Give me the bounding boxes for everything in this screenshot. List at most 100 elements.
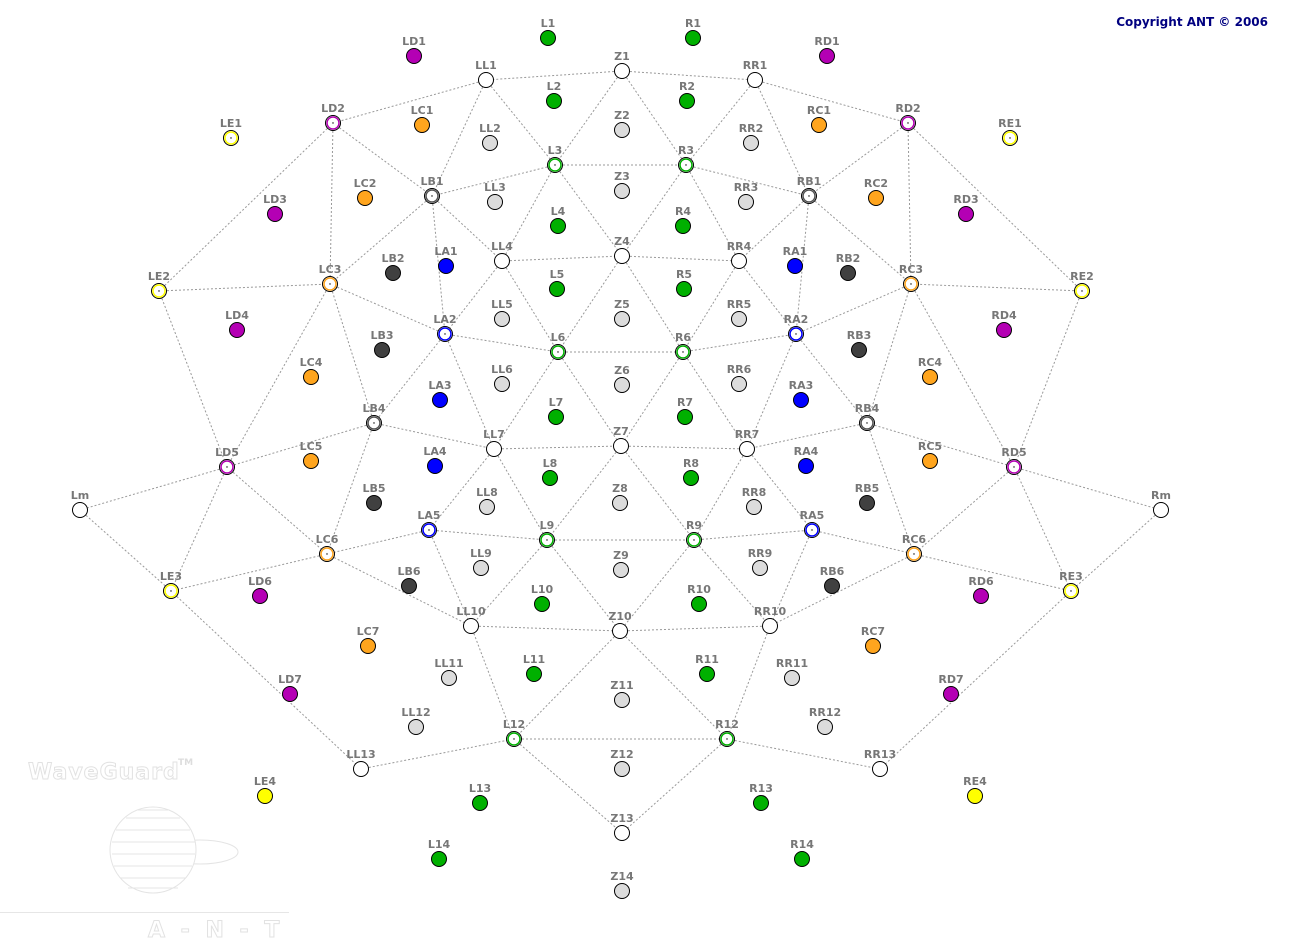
electrode-marker[interactable] [840,265,856,281]
electrode-RR5[interactable]: RR5 [727,298,752,327]
electrode-RD1[interactable]: RD1 [814,35,840,64]
electrode-marker[interactable] [487,194,503,210]
electrode-marker[interactable] [784,670,800,686]
electrode-LC4[interactable]: LC4 [300,356,323,385]
electrode-marker[interactable] [685,30,701,46]
electrode-marker[interactable] [691,596,707,612]
electrode-marker[interactable] [996,322,1012,338]
electrode-R14[interactable]: R14 [790,838,814,867]
electrode-marker[interactable] [851,342,867,358]
electrode-RR1[interactable]: RR1 [743,59,768,88]
electrode-Z11[interactable]: Z11 [610,679,634,708]
electrode-marker[interactable] [432,392,448,408]
electrode-LL3[interactable]: LL3 [484,181,506,210]
electrode-marker[interactable] [676,281,692,297]
electrode-marker[interactable] [414,117,430,133]
electrode-marker[interactable] [859,495,875,511]
electrode-marker[interactable] [811,117,827,133]
electrode-LA4[interactable]: LA4 [423,445,447,474]
electrode-marker[interactable] [542,470,558,486]
electrode-marker[interactable] [614,883,630,899]
electrode-R1[interactable]: R1 [685,17,701,46]
electrode-marker[interactable] [614,311,630,327]
electrode-marker[interactable] [550,218,566,234]
electrode-RC1[interactable]: RC1 [807,104,831,133]
electrode-RE3[interactable]: RE3 [1059,570,1083,599]
electrode-marker[interactable] [798,458,814,474]
electrode-marker[interactable] [374,342,390,358]
electrode-marker[interactable] [366,495,382,511]
electrode-Z7[interactable]: Z7 [613,425,629,454]
electrode-marker[interactable] [731,311,747,327]
electrode-marker[interactable] [613,562,629,578]
electrode-marker[interactable] [479,499,495,515]
electrode-RD3[interactable]: RD3 [953,193,979,222]
electrode-marker[interactable] [739,441,755,457]
electrode-Z4[interactable]: Z4 [614,235,630,264]
electrode-RR3[interactable]: RR3 [734,181,759,210]
electrode-RR6[interactable]: RR6 [727,363,752,392]
electrode-marker[interactable] [872,761,888,777]
electrode-marker[interactable] [534,596,550,612]
electrode-marker[interactable] [614,63,630,79]
electrode-LL2[interactable]: LL2 [479,122,501,151]
electrode-marker[interactable] [699,666,715,682]
electrode-Z9[interactable]: Z9 [613,549,629,578]
electrode-Z13[interactable]: Z13 [610,812,634,841]
electrode-LB3[interactable]: LB3 [370,329,394,358]
electrode-L8[interactable]: L8 [542,457,558,486]
electrode-RB1[interactable]: RB1 [797,175,822,204]
electrode-marker[interactable] [257,788,273,804]
electrode-LD1[interactable]: LD1 [402,35,426,64]
electrode-LL1[interactable]: LL1 [475,59,497,88]
electrode-L2[interactable]: L2 [546,80,562,109]
electrode-RC7[interactable]: RC7 [861,625,885,654]
electrode-marker[interactable] [427,458,443,474]
electrode-LB4[interactable]: LB4 [362,402,386,431]
electrode-LE4[interactable]: LE4 [254,775,277,804]
electrode-marker[interactable] [614,377,630,393]
electrode-marker[interactable] [486,441,502,457]
electrode-LD5[interactable]: LD5 [215,446,239,475]
electrode-marker[interactable] [540,30,556,46]
electrode-marker[interactable] [746,499,762,515]
electrode-marker[interactable] [958,206,974,222]
electrode-marker[interactable] [548,409,564,425]
electrode-marker[interactable] [817,719,833,735]
electrode-marker[interactable] [612,623,628,639]
electrode-marker[interactable] [865,638,881,654]
electrode-RD2[interactable]: RD2 [895,102,921,131]
electrode-LC5[interactable]: LC5 [300,440,323,469]
electrode-L1[interactable]: L1 [540,17,556,46]
electrode-L11[interactable]: L11 [523,653,545,682]
electrode-RR9[interactable]: RR9 [748,547,773,576]
electrode-marker[interactable] [738,194,754,210]
electrode-LA5[interactable]: LA5 [417,509,441,538]
electrode-RE2[interactable]: RE2 [1070,270,1094,299]
electrode-R3[interactable]: R3 [678,144,694,173]
electrode-Lm[interactable]: Lm [71,489,89,518]
electrode-R2[interactable]: R2 [679,80,695,109]
electrode-Z12[interactable]: Z12 [610,748,634,777]
electrode-marker[interactable] [408,719,424,735]
electrode-marker[interactable] [819,48,835,64]
electrode-R12[interactable]: R12 [715,718,739,747]
electrode-LD6[interactable]: LD6 [248,575,272,604]
electrode-marker[interactable] [549,281,565,297]
electrode-RA3[interactable]: RA3 [789,379,814,408]
electrode-RD5[interactable]: RD5 [1001,446,1027,475]
electrode-LD3[interactable]: LD3 [263,193,287,222]
electrode-RB6[interactable]: RB6 [820,565,845,594]
electrode-marker[interactable] [357,190,373,206]
electrode-L6[interactable]: L6 [550,331,566,360]
electrode-marker[interactable] [612,495,628,511]
electrode-L4[interactable]: L4 [550,205,566,234]
electrode-marker[interactable] [614,761,630,777]
electrode-LL9[interactable]: LL9 [470,547,492,576]
electrode-marker[interactable] [614,122,630,138]
electrode-LD4[interactable]: LD4 [225,309,249,338]
electrode-marker[interactable] [762,618,778,634]
electrode-L12[interactable]: L12 [503,718,525,747]
electrode-Z5[interactable]: Z5 [614,298,630,327]
electrode-marker[interactable] [494,253,510,269]
